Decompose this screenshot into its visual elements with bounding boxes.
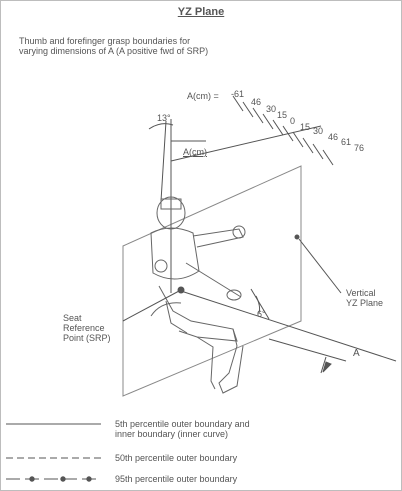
seat-reference-point-label: Seat Reference Point (SRP) <box>63 313 111 343</box>
legend-solid-text: 5th percentile outer boundary and inner … <box>115 419 250 439</box>
srp-horizontal-line <box>180 290 397 362</box>
a-scale-value-9: 61 <box>341 137 352 147</box>
vertical-plane-line-1: Vertical <box>346 288 376 298</box>
diagram-title: YZ Plane <box>177 6 225 18</box>
a-vertical-label: A(cm) <box>183 147 207 157</box>
a-scale-label: A(cm) = <box>187 91 219 101</box>
a-scale-value-10: 76 <box>354 143 365 153</box>
a-scale-ticks <box>232 95 334 166</box>
a-scale-value-5: 0 <box>290 116 296 126</box>
reach-line <box>170 125 322 162</box>
a-scale-value-4: 15 <box>277 110 288 120</box>
a-scale-value-3: 30 <box>266 104 277 114</box>
angle-top-label: 13° <box>157 113 171 123</box>
angle-small-label: 6° <box>257 309 266 319</box>
a-scale-value-6: 15 <box>300 122 311 132</box>
a-scale-value-2: 46 <box>251 97 262 107</box>
srp-line-2: Reference <box>63 323 105 333</box>
description-line-1: Thumb and forefinger grasp boundaries fo… <box>19 36 191 46</box>
legend-dotdash-text: 95th percentile outer boundary <box>115 474 238 484</box>
description-line-2: varying dimensions of A (A positive fwd … <box>19 46 209 56</box>
vertical-plane-label: Vertical YZ Plane <box>346 288 383 308</box>
vertical-plane-line-2: YZ Plane <box>346 298 384 308</box>
legend-solid-line-2: inner boundary (inner curve) <box>115 429 229 439</box>
srp-point <box>177 286 185 294</box>
legend-dashed-text: 50th percentile outer boundary <box>115 453 238 463</box>
a-scale-value-8: 46 <box>328 132 339 142</box>
a-scale-value-7: 30 <box>313 126 324 136</box>
a-axis-label: A <box>353 348 360 359</box>
vertical-plane-panel <box>122 165 302 397</box>
seated-figure <box>150 196 246 394</box>
a-axis-line <box>268 338 347 362</box>
vertical-plane-leader <box>298 238 342 294</box>
diagram-description: Thumb and forefinger grasp boundaries fo… <box>19 36 299 56</box>
srp-line-3: Point (SRP) <box>63 333 111 343</box>
legend-solid-line-1: 5th percentile outer boundary and <box>115 419 250 429</box>
srp-leader <box>122 290 180 322</box>
srp-line-1: Seat <box>63 313 82 323</box>
a-scale-value-1: -61 <box>231 89 245 99</box>
